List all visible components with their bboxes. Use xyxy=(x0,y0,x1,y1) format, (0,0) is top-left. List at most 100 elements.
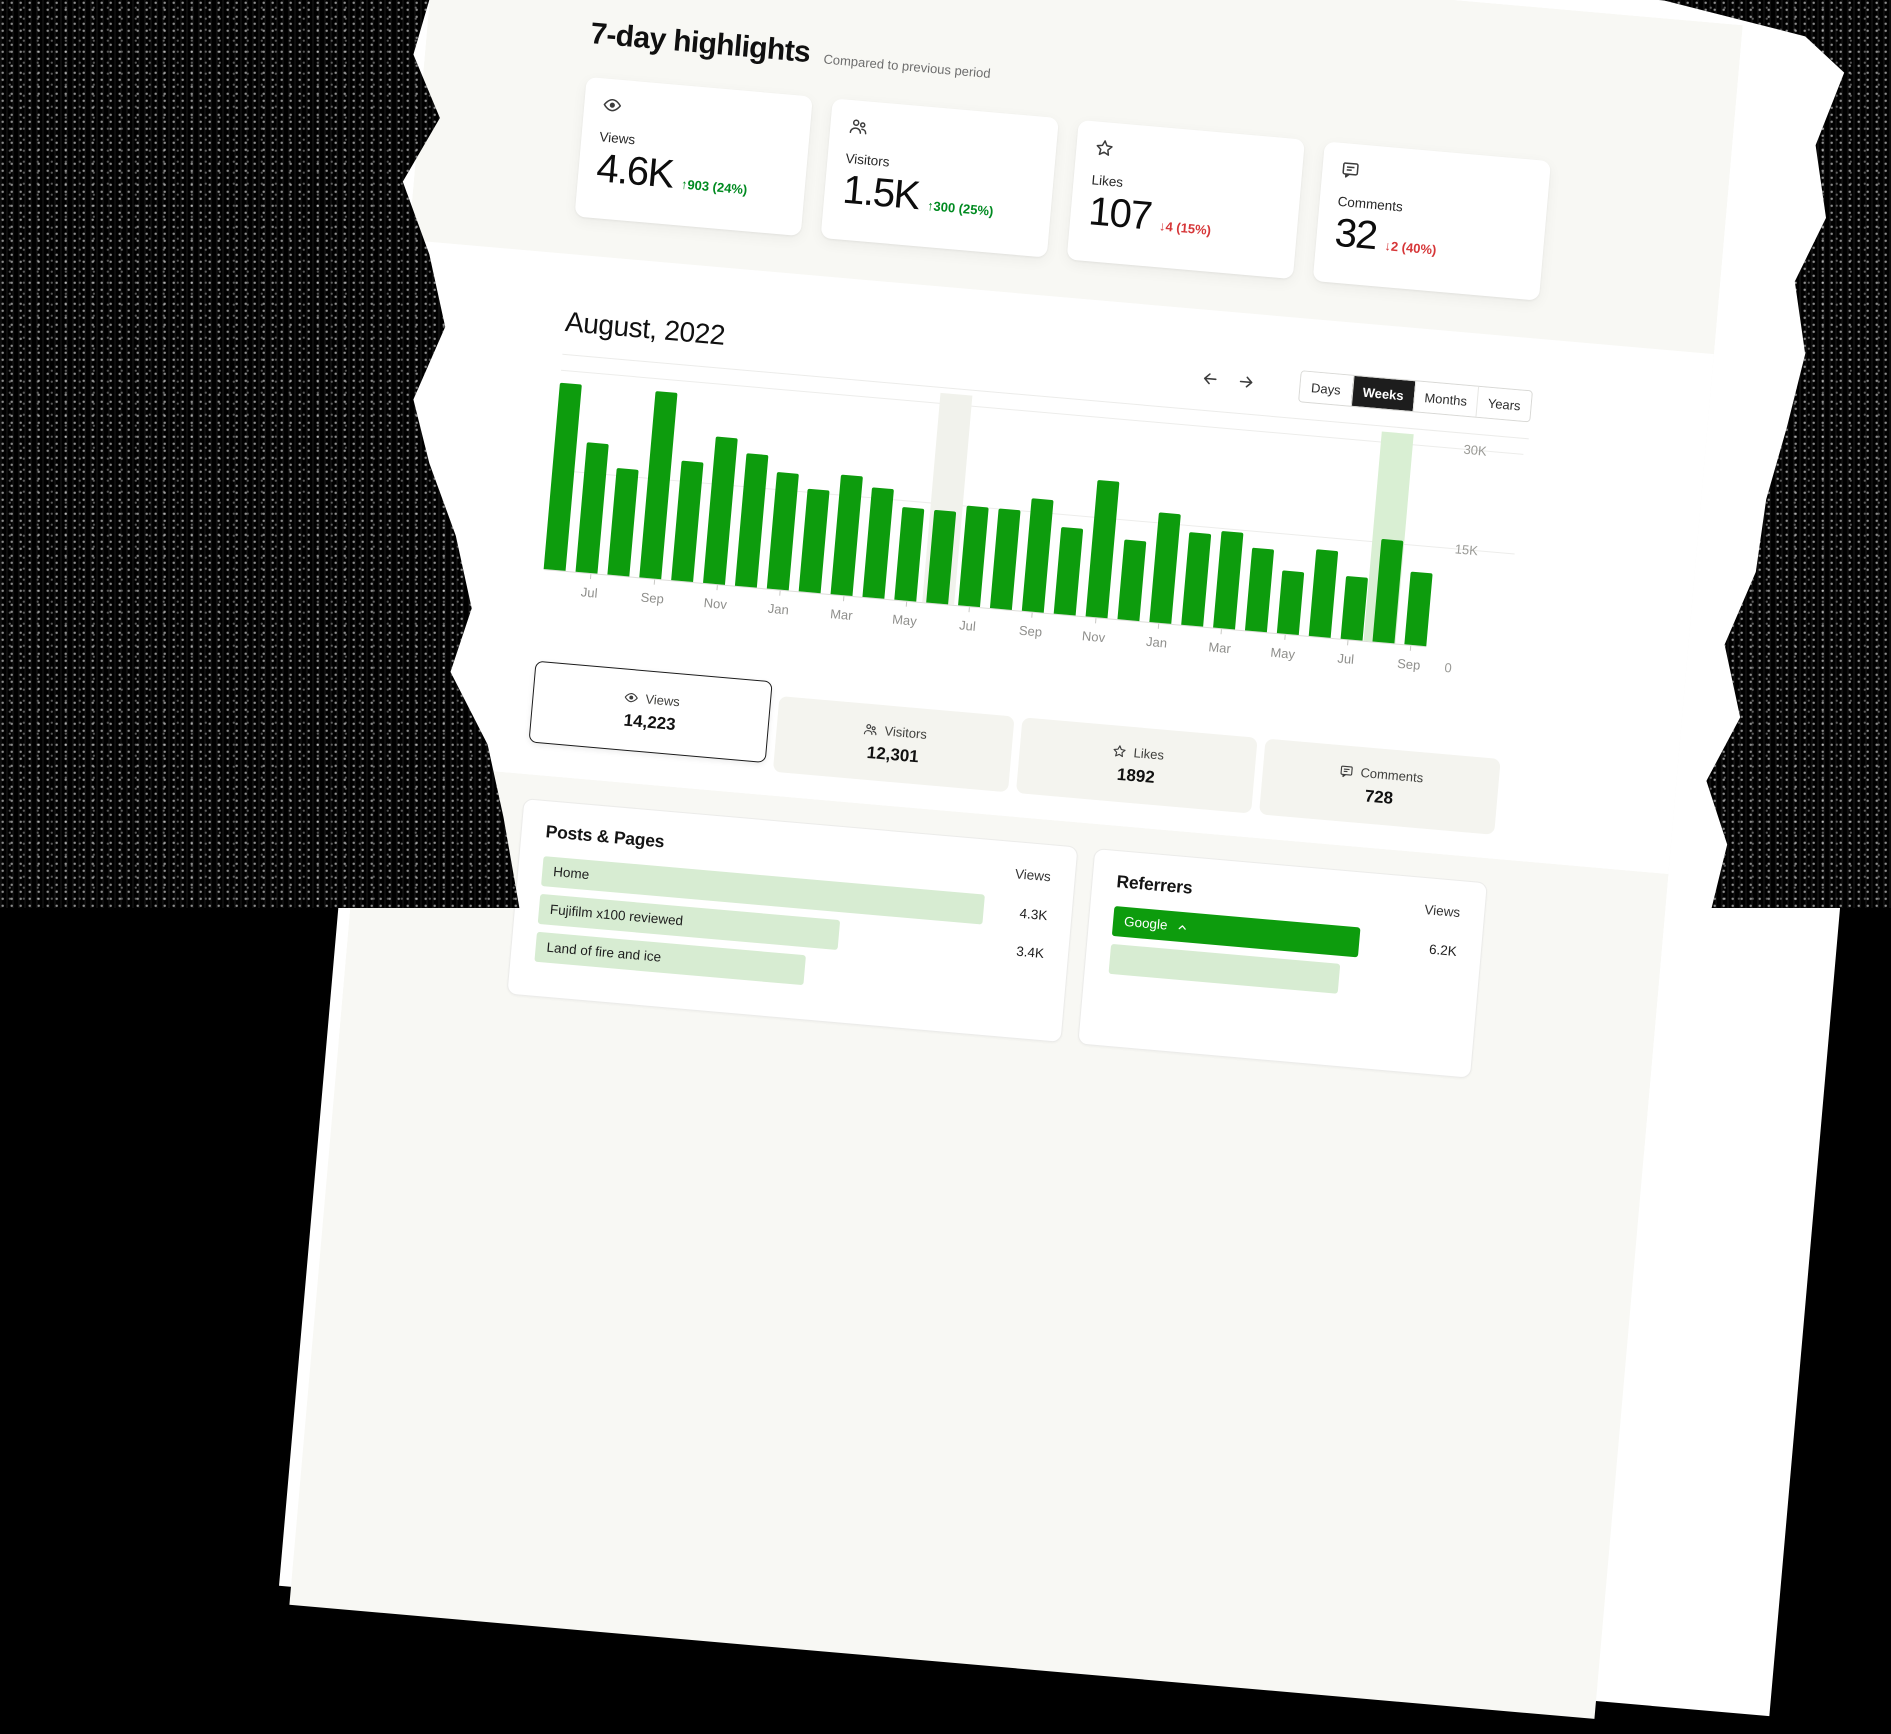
chart-x-tick xyxy=(1409,645,1412,651)
eye-icon xyxy=(623,689,639,705)
highlights-section: 7-day highlights Compared to previous pe… xyxy=(408,0,1743,355)
metric-tab-comments[interactable]: Comments 728 xyxy=(1258,738,1501,835)
chart-bar[interactable] xyxy=(830,474,863,596)
metric-tab-label: Views xyxy=(644,690,681,709)
highlight-card-delta: ↑300 (25%) xyxy=(926,198,994,219)
chart-y-tick-label: 30K xyxy=(1462,441,1488,459)
chart-bar[interactable] xyxy=(543,382,582,571)
chart-x-tick xyxy=(905,601,908,607)
chart-x-tick xyxy=(779,590,781,596)
chart-bar[interactable] xyxy=(1276,570,1305,636)
arrow-right-icon xyxy=(1236,371,1257,392)
list-item-label-text: Home xyxy=(552,863,590,883)
chart-bar[interactable] xyxy=(1149,512,1181,624)
chart-x-tick-label: Mar xyxy=(1207,639,1232,657)
metric-tab-value: 12,301 xyxy=(866,742,920,766)
list-item-label: Fujifilm x100 reviewed xyxy=(549,895,685,937)
chart-bar[interactable] xyxy=(671,460,704,583)
chart-bar[interactable] xyxy=(639,391,678,580)
granularity-toggle: Days Weeks Months Years xyxy=(1297,370,1533,423)
chart-bar[interactable] xyxy=(734,453,769,588)
chart-bar[interactable] xyxy=(1308,549,1339,638)
visitors-icon xyxy=(848,116,870,138)
granularity-segment-days[interactable]: Days xyxy=(1298,371,1354,406)
chart-bar[interactable] xyxy=(1021,498,1054,613)
highlights-subtitle: Compared to previous period xyxy=(822,51,992,82)
chart-bar[interactable] xyxy=(1404,571,1433,647)
chart-bar[interactable] xyxy=(1244,547,1275,633)
chart-y-tick-label: 0 xyxy=(1443,659,1453,676)
chart-x-tick-label: Sep xyxy=(1018,622,1043,640)
metric-tab-label: Visitors xyxy=(884,722,928,742)
chart-bar[interactable] xyxy=(894,507,925,602)
chart-x-tick xyxy=(842,596,845,602)
highlight-card-visitors: Visitors 1.5K ↑300 (25%) xyxy=(820,98,1059,258)
period-title: August, 2022 xyxy=(563,305,727,351)
list-item-value: 4.3K xyxy=(1019,905,1049,923)
chart-bar[interactable] xyxy=(1213,530,1244,630)
granularity-segment-years[interactable]: Years xyxy=(1475,386,1532,422)
metric-tab-label: Likes xyxy=(1133,744,1165,763)
metric-tab-value: 1892 xyxy=(1116,764,1156,787)
metric-tab-likes[interactable]: Likes 1892 xyxy=(1015,717,1258,814)
chart-bar[interactable] xyxy=(575,442,609,574)
metric-tab-visitors[interactable]: Visitors 12,301 xyxy=(772,696,1015,793)
chart-x-tick xyxy=(653,579,655,585)
chart-x-tick xyxy=(1094,618,1097,624)
chart-bar[interactable] xyxy=(798,488,830,594)
chart-bar[interactable] xyxy=(703,436,738,585)
list-item-label: Home xyxy=(552,857,590,890)
chart-bar[interactable] xyxy=(862,487,894,599)
chart-bar[interactable] xyxy=(1181,532,1212,627)
chart-x-tick xyxy=(1346,640,1349,646)
arrow-left-icon xyxy=(1200,368,1221,389)
chart-bar[interactable] xyxy=(926,509,957,605)
chart-bar[interactable] xyxy=(1372,538,1404,644)
list-item-label-text: Land of fire and ice xyxy=(546,939,662,965)
highlight-card-value: 32 xyxy=(1333,210,1379,259)
eye-icon xyxy=(601,94,623,116)
posts-pages-card: Posts & Pages Views Home 4.3K Fujifilm x10… xyxy=(506,798,1079,1043)
highlight-card-views: Views 4.6K ↑903 (24%) xyxy=(574,76,813,237)
chart-x-tick xyxy=(1157,623,1160,629)
highlight-card-likes: Likes 107 ↓4 (15%) xyxy=(1066,119,1305,280)
chart-bar[interactable] xyxy=(607,467,639,577)
chart-bar[interactable] xyxy=(1085,479,1120,619)
granularity-segment-months[interactable]: Months xyxy=(1412,381,1479,417)
metric-tab-label: Comments xyxy=(1359,764,1424,785)
chart-x-tick-label: Jul xyxy=(580,584,599,601)
chart-bar[interactable] xyxy=(766,471,799,591)
chart-bar[interactable] xyxy=(989,508,1021,610)
metric-tab-value: 728 xyxy=(1364,785,1394,808)
chart-bar[interactable] xyxy=(958,505,989,608)
metric-tab-views[interactable]: Views 14,223 xyxy=(528,660,773,764)
referrers-title: Referrers xyxy=(1115,871,1194,898)
previous-period-button[interactable] xyxy=(1196,364,1224,392)
chart-controls: Days Weeks Months Years xyxy=(1196,361,1533,423)
chart-x-tick-label: Sep xyxy=(640,589,665,607)
star-icon xyxy=(1111,743,1127,759)
chart-x-tick-label: Jul xyxy=(958,617,977,634)
list-item-label-text: Fujifilm x100 reviewed xyxy=(549,901,684,929)
list-item-label: Google xyxy=(1123,907,1190,943)
metric-tab-header: Visitors xyxy=(862,721,928,742)
list-item-value: 3.4K xyxy=(1015,943,1045,961)
chart-section: August, 2022 Days Weeks Months Years xyxy=(363,239,1714,875)
metric-tabs: Views 14,223 Visitors 12,301 Likes 1892 Commen… xyxy=(527,660,1501,841)
chart-bar[interactable] xyxy=(1117,539,1147,622)
metric-tab-header: Likes xyxy=(1111,743,1165,763)
granularity-segment-weeks[interactable]: Weeks xyxy=(1350,375,1415,412)
chart-x-tick-label: Jan xyxy=(767,600,790,618)
chart-bar[interactable] xyxy=(1340,575,1369,641)
chart-x-tick xyxy=(1031,612,1034,618)
next-period-button[interactable] xyxy=(1232,367,1260,395)
chart-bar[interactable] xyxy=(1053,526,1084,616)
list-item-label-text: Google xyxy=(1123,913,1169,933)
chart-x-tick xyxy=(716,585,718,591)
referrers-rows: Google 6.2K xyxy=(1108,906,1459,1004)
metric-tab-value: 14,223 xyxy=(623,710,677,734)
highlights-title: 7-day highlights xyxy=(589,17,812,70)
referrers-views-column-header: Views xyxy=(1423,902,1461,921)
list-item-label: Land of fire and ice xyxy=(545,933,662,973)
views-bar-chart: Jul Sep Nov Jan Mar May Jul Sep Nov Jan Mar May Jul S… xyxy=(538,359,1528,714)
